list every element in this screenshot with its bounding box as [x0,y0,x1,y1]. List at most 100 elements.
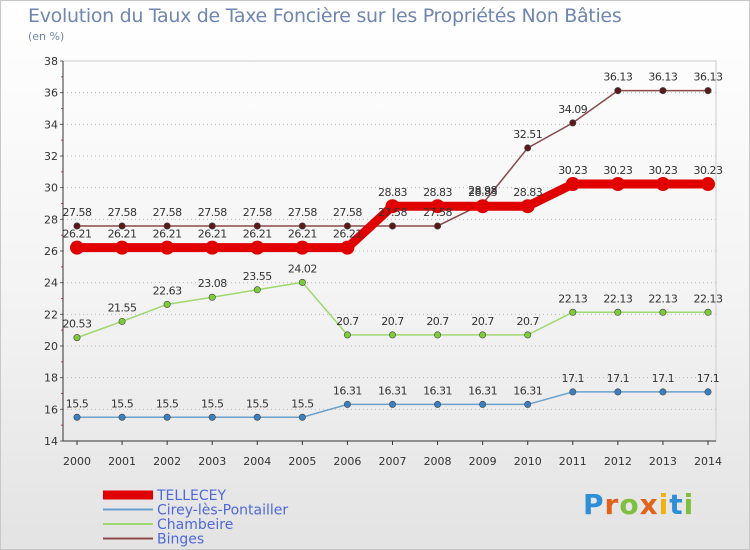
y-tick-label: 34 [44,118,58,131]
data-label: 27.58 [198,206,227,219]
logo-letter: P [583,488,605,521]
data-point [614,308,622,316]
data-label: 28.83 [513,186,542,199]
data-label: 26.21 [243,228,272,241]
data-point [524,400,532,408]
data-label: 23.08 [198,277,227,290]
data-label: 32.51 [513,128,542,141]
x-tick-label: 2001 [108,455,136,468]
x-tick-label: 2006 [333,455,361,468]
data-point [73,334,81,342]
data-label: 22.13 [648,292,677,305]
y-tick-label: 22 [44,308,58,321]
chart-subtitle: (en %) [28,30,65,43]
data-point [614,87,622,95]
data-point [388,222,396,230]
data-point [163,413,171,421]
data-label: 20.7 [426,315,449,328]
data-label: 15.5 [156,397,179,410]
data-label: 16.31 [423,384,452,397]
data-point [343,331,351,339]
data-label: 30.23 [558,164,587,177]
data-label: 20.7 [471,315,494,328]
data-point [434,331,442,339]
data-point [524,331,532,339]
data-label: 26.21 [198,228,227,241]
data-label: 30.23 [648,164,677,177]
y-tick-label: 24 [44,277,58,290]
data-label: 28.83 [378,186,407,199]
logo-letter: r [604,488,620,521]
x-tick-label: 2004 [243,455,271,468]
data-point [208,293,216,301]
data-label: 22.63 [153,284,182,297]
data-label: 20.7 [336,315,359,328]
data-point [430,199,445,214]
data-label: 20.7 [381,315,404,328]
data-point [250,240,265,255]
data-point [208,413,216,421]
data-point [701,177,715,192]
data-point [388,400,396,408]
data-point [73,222,81,230]
y-tick-label: 26 [44,245,58,258]
legend-label: TELLECEY [156,488,226,504]
data-point [388,331,396,339]
data-point [434,400,442,408]
data-point [479,331,487,339]
data-point [520,199,535,214]
x-tick-label: 2000 [63,455,91,468]
data-point [479,400,487,408]
data-point [298,222,306,230]
data-label: 36.13 [603,71,632,84]
data-label: 15.5 [291,397,314,410]
data-label: 27.58 [63,206,92,219]
data-point [659,388,667,396]
data-point [298,413,306,421]
data-label: 27.58 [333,206,362,219]
data-label: 22.13 [694,292,723,305]
data-label: 28.83 [468,186,497,199]
data-point [160,240,175,255]
y-tick-label: 38 [44,55,58,68]
data-point [253,222,261,230]
x-tick-label: 2003 [198,455,226,468]
data-label: 27.58 [108,206,137,219]
data-label: 27.58 [378,206,407,219]
legend-label: Chambeire [157,517,233,533]
x-tick-label: 2007 [379,455,407,468]
y-tick-label: 18 [44,372,58,385]
x-tick-label: 2005 [288,455,316,468]
data-point [253,286,261,294]
data-point [659,308,667,316]
data-label: 36.13 [648,71,677,84]
data-label: 30.23 [694,164,723,177]
logo-letter: o [619,488,640,521]
data-label: 16.31 [513,384,542,397]
data-label: 17.1 [697,372,720,385]
data-point [610,177,625,192]
data-point [163,300,171,308]
data-point [343,222,351,230]
x-tick-label: 2008 [424,455,452,468]
data-point [298,278,306,286]
x-tick-label: 2002 [153,455,181,468]
data-label: 27.58 [423,206,452,219]
data-point [70,240,84,255]
data-point [565,177,580,192]
data-label: 16.31 [333,384,362,397]
data-label: 20.7 [516,315,539,328]
data-label: 16.31 [468,384,497,397]
data-point [73,413,81,421]
y-tick-label: 30 [44,182,58,195]
data-label: 23.55 [243,270,272,283]
x-tick-label: 2010 [514,455,542,468]
data-label: 17.1 [607,372,630,385]
data-label: 30.23 [603,164,632,177]
data-label: 27.58 [288,206,317,219]
data-point [569,388,577,396]
proxiti-logo: Proxiti [583,488,694,521]
data-point [208,222,216,230]
